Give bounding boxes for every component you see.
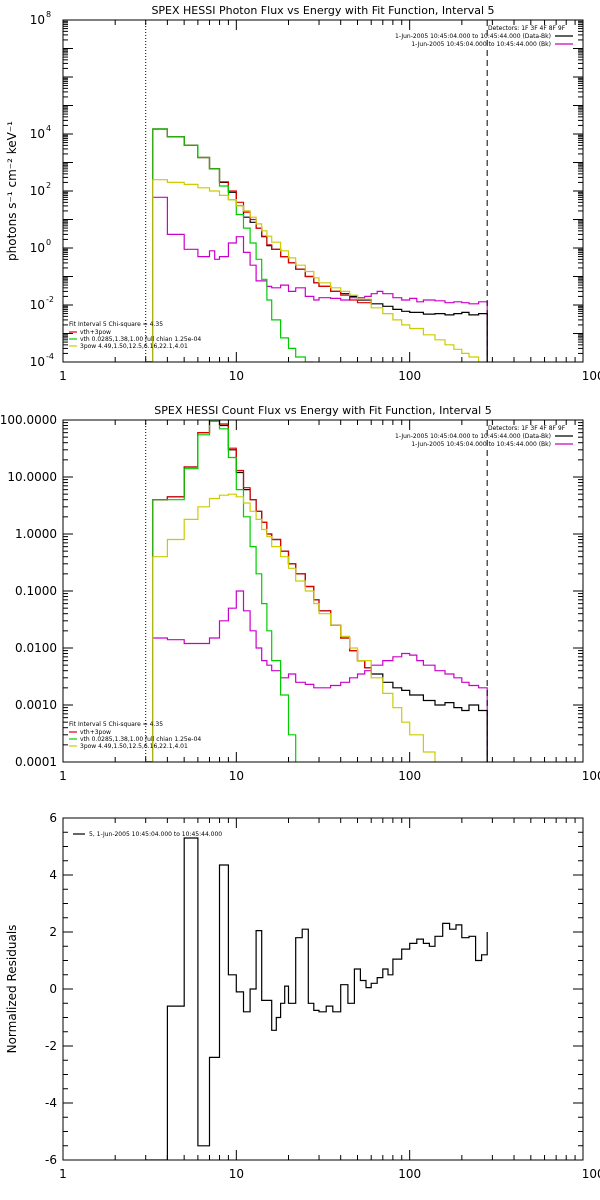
legend-entry-label: vth 0.0285,1.38,1.00 full chian 1.25e-04: [80, 336, 201, 343]
x-tick-label: 100: [398, 769, 421, 783]
series-line-0: [145, 196, 488, 362]
y-tick-label: 10: [30, 13, 45, 27]
y-tick-label: 0.0001: [15, 755, 57, 769]
series-line-1: [145, 420, 488, 762]
y-tick-label: 0: [49, 982, 57, 996]
y-axis-label: photons s⁻¹ cm⁻² keV⁻¹: [5, 121, 19, 261]
x-tick-label: 10: [229, 369, 244, 383]
legend-detectors: Detectors: 1F 3F 4F 8F 9F: [488, 25, 566, 32]
x-tick-label: 10: [229, 769, 244, 783]
y-tick-exponent: 4: [46, 124, 51, 133]
y-tick-exponent: 0: [46, 238, 51, 247]
x-tick-label: 100: [398, 369, 421, 383]
y-tick-label: -2: [45, 1039, 57, 1053]
y-tick-label: 6: [49, 811, 57, 825]
y-tick-label: 100.0000: [0, 413, 57, 427]
x-tick-label: 100: [398, 1167, 421, 1181]
series-line-2: [145, 420, 372, 762]
y-tick-exponent: -4: [46, 352, 54, 361]
x-tick-label: 1: [59, 769, 67, 783]
legend-entry-label: vth 0.0285,1.38,1.00 full chian 1.25e-04: [80, 736, 201, 743]
legend-entry-label: vth+3pow: [80, 329, 111, 336]
y-tick-exponent: 8: [46, 10, 51, 19]
legend-entry-label: vth+3pow: [80, 729, 111, 736]
plot-frame: [62, 419, 584, 763]
legend-detectors: Detectors: 1F 3F 4F 8F 9F: [488, 425, 566, 432]
y-tick-label: -6: [45, 1153, 57, 1167]
series-line-0: [145, 837, 488, 1160]
legend-entry-label: 1-Jun-2005 10:45:04.000 to 10:45:44.000 …: [395, 433, 551, 440]
count-flux-panel: SPEX HESSI Count Flux vs Energy with Fit…: [0, 404, 600, 783]
legend-fit-interval: Fit Interval 5 Chi-square = 4.35: [69, 321, 163, 328]
series-line-4: [145, 179, 480, 362]
legend-fit-interval: Fit Interval 5 Chi-square = 4.35: [69, 721, 163, 728]
series-line-0: [145, 590, 488, 762]
y-tick-label: 0.1000: [15, 584, 57, 598]
chart-title: SPEX HESSI Photon Flux vs Energy with Fi…: [151, 4, 494, 17]
legend-entry-label: 1-Jun-2005 10:45:04.000 to 10:45:44.000 …: [395, 33, 551, 40]
y-tick-label: 10: [30, 184, 45, 198]
y-tick-label: 10: [30, 298, 45, 312]
x-tick-label: 1000: [582, 769, 600, 783]
x-tick-label: 1000: [582, 1167, 600, 1181]
series-line-3: [145, 420, 297, 762]
y-tick-label: 2: [49, 925, 57, 939]
x-tick-label: 1: [59, 1167, 67, 1181]
x-tick-label: 10: [229, 1167, 244, 1181]
y-tick-exponent: 2: [46, 181, 51, 190]
legend-entry-label: 3pow 4.49,1.50,12.5,6.16,22.1,4.01: [80, 743, 188, 750]
legend-entry-label: 1-Jun-2005 10:45:04.000 to 10:45:44.000 …: [411, 441, 551, 448]
y-tick-label: 10: [30, 241, 45, 255]
y-tick-label: 0.0010: [15, 698, 57, 712]
y-tick-label: 10: [30, 355, 45, 369]
legend-entry-label: 3pow 4.49,1.50,12.5,6.16,22.1,4.01: [80, 343, 188, 350]
series-line-2: [145, 128, 372, 362]
residuals-panel: Normalized Residuals 1 10 100 1000 -6 -4 -2 0 2 4 6…: [5, 811, 600, 1181]
y-tick-label: 10: [30, 127, 45, 141]
y-tick-label: 4: [49, 868, 57, 882]
x-tick-label: 1: [59, 369, 67, 383]
series-line-3: [145, 128, 314, 362]
y-tick-label: -4: [45, 1096, 57, 1110]
series-line-1: [145, 128, 488, 362]
y-tick-label: 1.0000: [15, 527, 57, 541]
y-tick-label: 0.0100: [15, 641, 57, 655]
plot-frame: [62, 817, 584, 1161]
legend-entry-label: 5, 1-Jun-2005 10:45:04.000 to 10:45:44.0…: [89, 831, 222, 838]
legend-entry-label: 1-Jun-2005 10:45:04.000 to 10:45:44.000 …: [411, 41, 551, 48]
y-tick-label: 10.0000: [7, 470, 57, 484]
plot-frame: [62, 19, 584, 363]
chart-title: SPEX HESSI Count Flux vs Energy with Fit…: [154, 404, 491, 417]
y-tick-exponent: -2: [46, 295, 54, 304]
x-tick-label: 1000: [582, 369, 600, 383]
photon-flux-panel: SPEX HESSI Photon Flux vs Energy with Fi…: [5, 4, 600, 383]
series-line-4: [145, 493, 436, 762]
y-axis-label: Normalized Residuals: [5, 925, 19, 1054]
